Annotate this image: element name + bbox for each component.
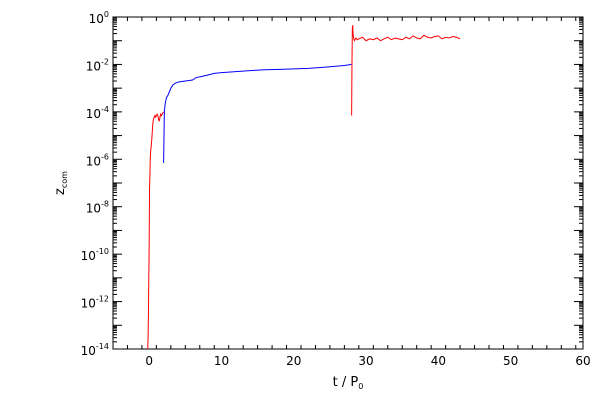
y-axis-label-subscript: com: [60, 171, 69, 188]
y-tick-label: 10-8: [86, 200, 109, 216]
y-tick-label: 10-4: [86, 105, 109, 121]
y-tick-label: 10-10: [81, 247, 109, 263]
y-tick-label: 10-2: [86, 57, 109, 73]
y-tick-label-exponent: -14: [96, 342, 109, 351]
y-tick-label-base: 10-10: [81, 247, 109, 263]
y-tick-label-base: 10-8: [86, 200, 109, 216]
y-tick-label: 10-6: [86, 152, 109, 168]
y-tick-label-exponent: 0: [104, 10, 109, 19]
ticks: [112, 16, 583, 350]
y-tick-label-exponent: -2: [101, 57, 109, 66]
series-line-3: [351, 25, 461, 116]
series-line-2: [163, 63, 352, 163]
series-group: [147, 25, 461, 350]
y-tick-label-exponent: -12: [96, 295, 109, 304]
y-tick-label-exponent: -6: [101, 152, 109, 161]
y-tick-label-exponent: -10: [96, 247, 109, 256]
y-tick-label-base: 10-12: [81, 295, 109, 311]
y-tick-label-base: 100: [89, 10, 109, 26]
x-axis-label: t / P0: [333, 375, 364, 391]
x-tick-label: 30: [358, 354, 373, 368]
x-tick-label: 60: [575, 354, 590, 368]
x-tick-label: 40: [431, 354, 446, 368]
x-tick-label: 20: [286, 354, 301, 368]
x-axis-label-subscript: 0: [358, 382, 363, 391]
plot-frame: [112, 16, 584, 350]
y-tick-label-exponent: -4: [101, 105, 109, 114]
y-tick-label-exponent: -8: [101, 200, 109, 209]
y-axis-label: zcom: [53, 171, 69, 195]
y-tick-label: 10-12: [81, 295, 109, 311]
x-tick-label: 0: [145, 354, 153, 368]
y-tick-label-base: 10-4: [86, 105, 109, 121]
y-tick-label-base: 10-14: [81, 342, 109, 358]
y-tick-label-base: 10-2: [86, 57, 109, 73]
x-tick-label: 10: [214, 354, 229, 368]
series-line-1: [147, 111, 165, 350]
x-tick-label: 50: [503, 354, 518, 368]
y-tick-label: 10-14: [81, 342, 109, 358]
y-tick-label: 100: [89, 10, 109, 26]
y-tick-label-base: 10-6: [86, 152, 109, 168]
